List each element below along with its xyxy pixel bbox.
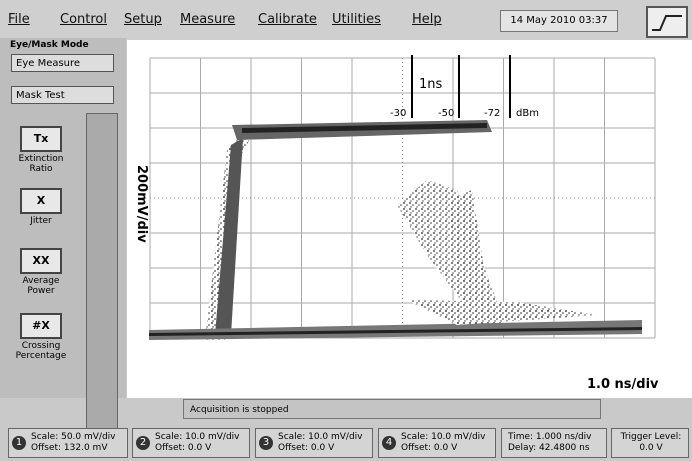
power-label: -72 [484,108,500,119]
trigger-button[interactable]: Trigger Level:0.0 V [611,428,689,458]
timebase-time: Time: 1.000 ns/div [508,432,604,443]
channel-offset: Offset: 0.0 V [278,443,370,454]
scrollbar[interactable] [86,113,118,433]
datetime: 14 May 2010 03:37 [500,10,618,32]
scope-window: File Control Setup Measure Calibrate Uti… [0,0,692,461]
trigger-value: 0.0 V [616,443,686,454]
channel-scale: Scale: 10.0 mV/div [155,432,247,443]
menu-item[interactable]: Measure [180,12,235,27]
channel-number: 3 [259,436,273,450]
dropdown[interactable]: Mask Test [11,86,114,104]
button-label: Extinction Ratio [10,154,72,174]
power-label: -30 [390,108,406,119]
channel-number: 2 [136,436,150,450]
x-scale: 1.0 ns/div [587,377,659,392]
power-unit: dBm [516,108,539,119]
time-marker: 1ns [419,77,443,92]
timebase-delay: Delay: 42.4800 ns [508,443,604,454]
menu-item[interactable]: File [8,12,30,27]
channel-scale: Scale: 50.0 mV/div [31,432,125,443]
menu-item[interactable]: Control [60,12,107,27]
y-scale: 200mV/div [134,165,149,243]
menu-item[interactable]: Utilities [332,12,381,27]
dropdown[interactable]: Eye Measure [11,54,114,72]
menu-bar: File Control Setup Measure Calibrate Uti… [0,0,692,40]
status-bar: Acquisition is stopped [183,399,601,419]
channel-offset: Offset: 0.0 V [401,443,493,454]
channel-offset: Offset: 132.0 mV [31,443,125,454]
channel-number: 4 [382,436,396,450]
menu-item[interactable]: Calibrate [258,12,317,27]
button-label: Average Power [10,276,72,296]
channel-offset: Offset: 0.0 V [155,443,247,454]
menu-item[interactable]: Help [412,12,442,27]
button-label: Jitter [10,216,72,226]
channel-scale: Scale: 10.0 mV/div [401,432,493,443]
panel-title: Eye/Mask Mode [10,40,89,50]
trigger-label: Trigger Level: [616,432,686,443]
channel-scale: Scale: 10.0 mV/div [278,432,370,443]
button-label: Crossing Percentage [10,341,72,361]
plot-area: 1ns -30 -50 -72 dBm 200mV/div 1.0 ns/div [127,40,692,398]
display-icon[interactable] [646,6,688,38]
power-label: -50 [438,108,454,119]
menu-item[interactable]: Setup [124,12,162,27]
channel-number: 1 [12,436,26,450]
